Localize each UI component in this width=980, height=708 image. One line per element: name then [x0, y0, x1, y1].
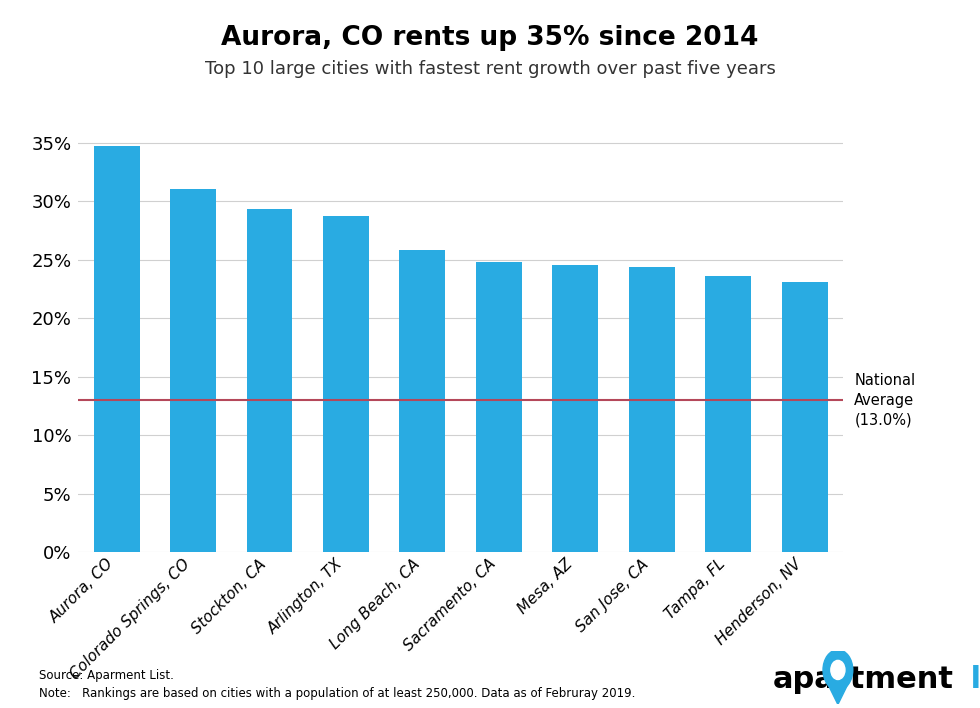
- Text: Source: Aparment List.: Source: Aparment List.: [39, 669, 174, 682]
- Text: Note:   Rankings are based on cities with a population of at least 250,000. Data: Note: Rankings are based on cities with …: [39, 687, 636, 700]
- Polygon shape: [827, 683, 849, 704]
- Bar: [94, 146, 139, 552]
- Bar: [476, 262, 521, 552]
- Bar: [400, 250, 445, 552]
- Bar: [323, 216, 368, 552]
- Bar: [629, 267, 674, 552]
- Circle shape: [823, 650, 853, 690]
- Bar: [553, 266, 598, 552]
- Text: Top 10 large cities with fastest rent growth over past five years: Top 10 large cities with fastest rent gr…: [205, 60, 775, 78]
- Text: list: list: [960, 665, 980, 694]
- Bar: [171, 189, 216, 552]
- Text: Aurora, CO rents up 35% since 2014: Aurora, CO rents up 35% since 2014: [221, 25, 759, 51]
- Bar: [706, 276, 751, 552]
- Text: National
Average
(13.0%): National Average (13.0%): [855, 373, 915, 428]
- Circle shape: [831, 661, 845, 680]
- Bar: [782, 282, 827, 552]
- Bar: [247, 210, 292, 552]
- Text: apartment: apartment: [772, 665, 954, 694]
